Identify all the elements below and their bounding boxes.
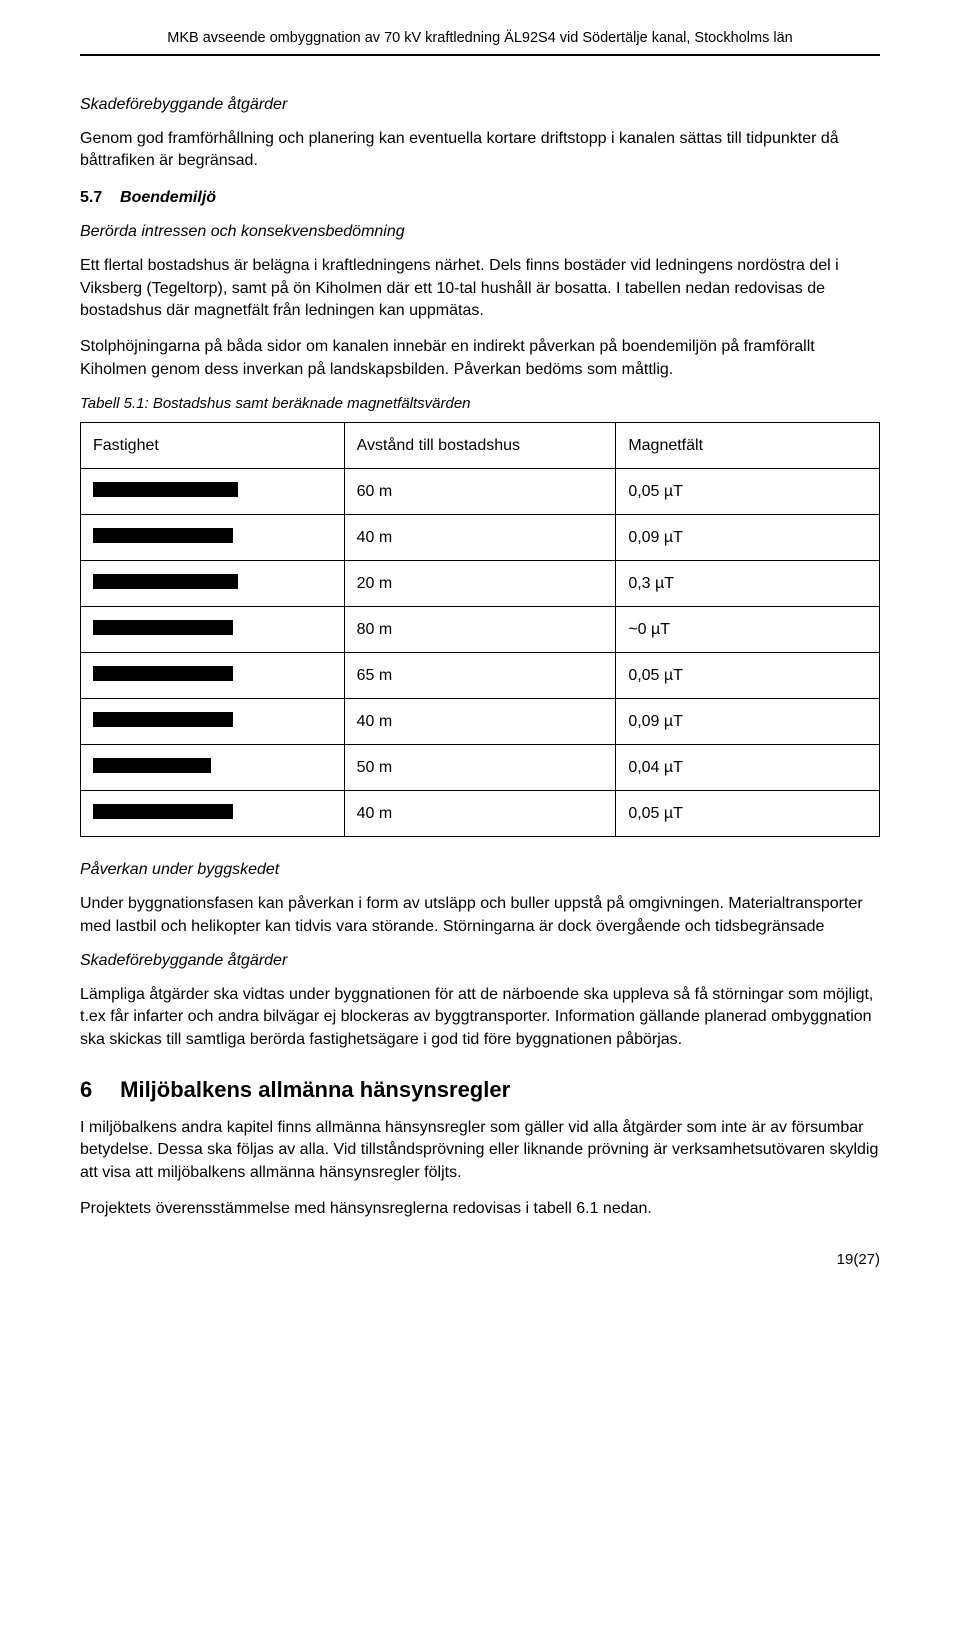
- redacted-text: [93, 666, 233, 681]
- table-cell: 40 m: [344, 699, 616, 745]
- paragraph: Stolphöjningarna på båda sidor om kanale…: [80, 336, 880, 381]
- paragraph: Under byggnationsfasen kan påverkan i fo…: [80, 893, 880, 938]
- redacted-text: [93, 574, 238, 589]
- table-header: Fastighet: [81, 423, 345, 469]
- page: MKB avseende ombyggnation av 70 kV kraft…: [0, 0, 960, 1308]
- table-cell: 20 m: [344, 561, 616, 607]
- subsection-heading: Berörda intressen och konsekvensbedömnin…: [80, 223, 880, 241]
- redacted-text: [93, 528, 233, 543]
- page-header: MKB avseende ombyggnation av 70 kV kraft…: [80, 30, 880, 46]
- table-cell: 0,05 µT: [616, 469, 880, 515]
- chapter-title: Miljöbalkens allmänna hänsynsregler: [120, 1077, 510, 1102]
- paragraph: I miljöbalkens andra kapitel finns allmä…: [80, 1117, 880, 1184]
- magnetfield-table: Fastighet Avstånd till bostadshus Magnet…: [80, 422, 880, 837]
- table-cell: 0,09 µT: [616, 699, 880, 745]
- section-heading: 5.7 Boendemiljö: [80, 187, 880, 209]
- table-cell: 60 m: [344, 469, 616, 515]
- paragraph: Lämpliga åtgärder ska vidtas under byggn…: [80, 984, 880, 1051]
- table-cell: ~0 µT: [616, 607, 880, 653]
- page-number: 19(27): [80, 1251, 880, 1268]
- chapter-heading: 6 Miljöbalkens allmänna hänsynsregler: [80, 1077, 880, 1103]
- paragraph: Genom god framförhållning och planering …: [80, 128, 880, 173]
- table-cell: 0,05 µT: [616, 653, 880, 699]
- table-row: 40 m 0,09 µT: [81, 699, 880, 745]
- table-cell: 80 m: [344, 607, 616, 653]
- table-cell: 0,04 µT: [616, 745, 880, 791]
- table-header-row: Fastighet Avstånd till bostadshus Magnet…: [81, 423, 880, 469]
- paragraph: Projektets överensstämmelse med hänsynsr…: [80, 1198, 880, 1220]
- table-cell: 0,3 µT: [616, 561, 880, 607]
- table-cell: 40 m: [344, 791, 616, 837]
- redacted-text: [93, 804, 233, 819]
- section-heading: Skadeförebyggande åtgärder: [80, 96, 880, 114]
- table-row: 20 m 0,3 µT: [81, 561, 880, 607]
- table-cell: 50 m: [344, 745, 616, 791]
- paragraph: Ett flertal bostadshus är belägna i kraf…: [80, 255, 880, 322]
- section-title: Boendemiljö: [120, 189, 216, 206]
- table-cell: 0,09 µT: [616, 515, 880, 561]
- table-cell: 40 m: [344, 515, 616, 561]
- table-cell: 0,05 µT: [616, 791, 880, 837]
- table-row: 40 m 0,09 µT: [81, 515, 880, 561]
- table-row: 80 m ~0 µT: [81, 607, 880, 653]
- redacted-text: [93, 712, 233, 727]
- redacted-text: [93, 482, 238, 497]
- redacted-text: [93, 620, 233, 635]
- table-header: Magnetfält: [616, 423, 880, 469]
- chapter-number: 6: [80, 1077, 114, 1103]
- table-caption: Tabell 5.1: Bostadshus samt beräknade ma…: [80, 395, 880, 412]
- table-row: 60 m 0,05 µT: [81, 469, 880, 515]
- header-rule: [80, 54, 880, 56]
- table-row: 50 m 0,04 µT: [81, 745, 880, 791]
- table-row: 40 m 0,05 µT: [81, 791, 880, 837]
- redacted-text: [93, 758, 211, 773]
- table-row: 65 m 0,05 µT: [81, 653, 880, 699]
- section-heading: Skadeförebyggande åtgärder: [80, 952, 880, 970]
- section-number: 5.7: [80, 189, 102, 206]
- section-heading: Påverkan under byggskedet: [80, 861, 880, 879]
- table-header: Avstånd till bostadshus: [344, 423, 616, 469]
- table-cell: 65 m: [344, 653, 616, 699]
